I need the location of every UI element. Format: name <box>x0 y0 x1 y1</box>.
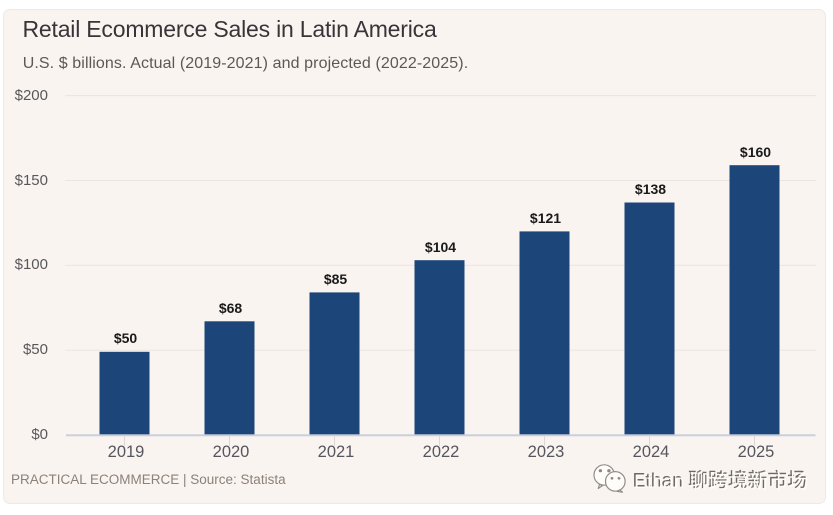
svg-text:Ethan: Ethan <box>634 472 684 493</box>
svg-text:Ethan: Ethan <box>633 471 683 492</box>
